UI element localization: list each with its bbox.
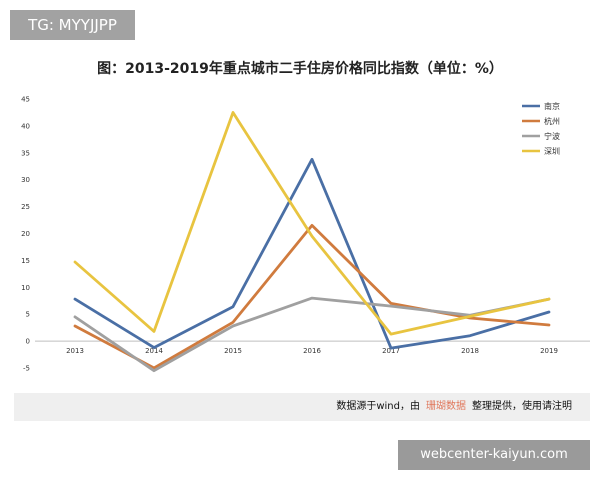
x-axis: 2013 2014 2015 2016 2017 2018 2019 <box>35 340 590 355</box>
source-highlight: 珊瑚数据 <box>426 401 466 412</box>
series-line <box>73 111 551 336</box>
y-tick-label: 30 <box>21 176 30 184</box>
series-line <box>73 157 551 350</box>
x-tick-label: 2017 <box>382 347 400 355</box>
series-lines <box>73 111 551 373</box>
data-source-note: 数据源于wind，由 珊瑚数据 整理提供，使用请注明 <box>14 393 590 421</box>
y-tick-label: 25 <box>21 203 30 211</box>
y-tick-label: 35 <box>21 149 30 157</box>
x-tick-label: 2019 <box>540 347 558 355</box>
x-tick-label: 2018 <box>461 347 479 355</box>
x-tick-label: 2015 <box>224 347 242 355</box>
source-prefix: 数据源于wind，由 <box>336 401 420 412</box>
y-tick-label: 45 <box>21 96 30 104</box>
source-suffix: 整理提供，使用请注明 <box>472 401 572 412</box>
y-tick-label: 0 <box>26 338 30 346</box>
y-tick-label: 20 <box>21 230 30 238</box>
x-tick-label: 2014 <box>145 347 163 355</box>
x-tick-label: 2013 <box>66 347 84 355</box>
y-tick-label: 40 <box>21 122 30 130</box>
watermark-top: TG: MYYJJPP <box>10 10 135 40</box>
y-tick-label: 5 <box>26 311 30 319</box>
chart-title: 图：2013-2019年重点城市二手住房价格同比指数（单位：%） <box>97 61 503 77</box>
legend-label: 杭州 <box>544 116 560 126</box>
y-tick-label: 10 <box>21 284 30 292</box>
legend-label: 南京 <box>544 101 560 111</box>
x-tick-label: 2016 <box>303 347 321 355</box>
watermark-bottom: webcenter-kaiyun.com <box>398 440 590 470</box>
y-tick-label: -5 <box>23 365 30 373</box>
y-axis: -5 0 5 10 15 20 25 30 35 40 45 <box>21 96 30 373</box>
legend-label: 深圳 <box>544 146 560 156</box>
series-line <box>73 223 551 370</box>
legend-label: 宁波 <box>544 131 560 141</box>
y-tick-label: 15 <box>21 257 30 265</box>
